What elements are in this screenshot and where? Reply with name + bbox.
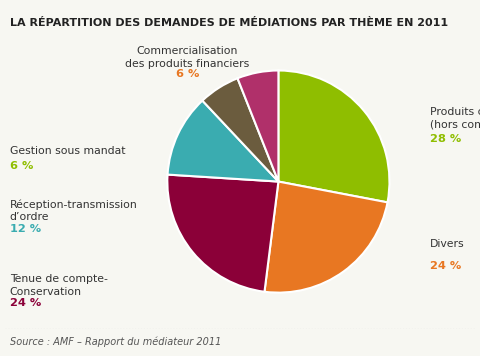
Text: LA RÉPARTITION DES DEMANDES DE MÉDIATIONS PAR THÈME EN 2011: LA RÉPARTITION DES DEMANDES DE MÉDIATION… (10, 17, 448, 27)
Text: 6 %: 6 % (10, 161, 33, 171)
Text: 24 %: 24 % (10, 298, 41, 308)
Wedge shape (264, 182, 387, 293)
Text: 24 %: 24 % (430, 261, 461, 271)
Text: Réception-transmission
d’ordre: Réception-transmission d’ordre (10, 199, 137, 222)
Text: Commercialisation
des produits financiers: Commercialisation des produits financier… (125, 46, 249, 69)
Text: Tenue de compte-
Conservation: Tenue de compte- Conservation (10, 274, 108, 297)
Text: 6 %: 6 % (176, 69, 199, 79)
Text: 28 %: 28 % (430, 134, 461, 143)
Wedge shape (168, 101, 278, 182)
Text: Divers: Divers (430, 239, 464, 248)
Wedge shape (238, 70, 278, 182)
Wedge shape (203, 78, 278, 182)
Text: Gestion sous mandat: Gestion sous mandat (10, 146, 125, 156)
Text: 12 %: 12 % (10, 224, 41, 234)
Wedge shape (278, 70, 389, 202)
Text: Produits collectifs
(hors commercialisation): Produits collectifs (hors commercialisat… (430, 107, 480, 129)
Wedge shape (168, 174, 278, 292)
Text: Source : AMF – Rapport du médiateur 2011: Source : AMF – Rapport du médiateur 2011 (10, 336, 221, 347)
